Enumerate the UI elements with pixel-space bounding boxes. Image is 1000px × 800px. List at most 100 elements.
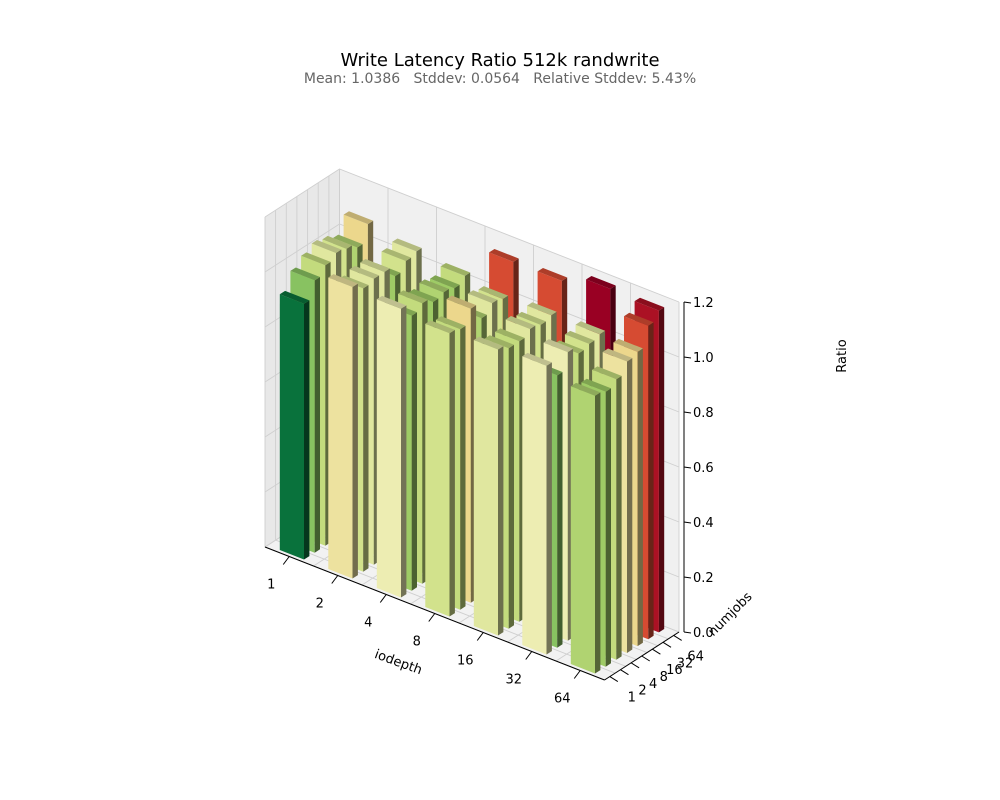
- bar-top-face: [279, 290, 310, 304]
- z-tick: [683, 521, 692, 524]
- bar-top-face: [343, 211, 374, 225]
- bar-top-face: [495, 328, 525, 342]
- bar-top-face: [467, 290, 498, 304]
- bar-top-face: [516, 311, 546, 325]
- bar-top-face: [505, 316, 536, 329]
- x-tick-label: 1: [267, 578, 275, 593]
- bar: [279, 290, 310, 560]
- bar-top-face: [301, 252, 331, 266]
- z-tick-label: 1.2: [693, 296, 714, 311]
- bar-side-face: [605, 388, 611, 667]
- bar-side-face: [498, 346, 504, 636]
- bar-top-face: [360, 259, 390, 272]
- x-tick-label: 32: [505, 673, 522, 688]
- bar-front-face: [328, 277, 353, 579]
- bar-top-face: [338, 275, 369, 289]
- z-tick-label: 0.4: [693, 516, 714, 531]
- bar-side-face: [363, 285, 369, 572]
- y-axis-label: numjobs: [706, 589, 756, 639]
- bar-top-face: [537, 268, 568, 281]
- x-tick-label: 16: [457, 654, 474, 669]
- bar-top-face: [602, 348, 633, 362]
- y-tick: [673, 635, 682, 641]
- bar-side-face: [658, 307, 665, 633]
- bar-top-face: [290, 267, 320, 281]
- z-tick: [683, 466, 692, 469]
- bar-side-face: [616, 375, 622, 660]
- x-tick-label: 2: [316, 597, 324, 612]
- x-axis-label: iodepth: [372, 647, 424, 678]
- x-tick: [428, 613, 436, 622]
- bar-top-face: [398, 290, 428, 304]
- bar-top-face: [408, 289, 439, 302]
- bar-top-face: [376, 295, 407, 309]
- bar-top-face: [634, 297, 665, 311]
- bar: [376, 295, 407, 598]
- x-tick: [379, 594, 387, 603]
- chart-title: Write Latency Ratio 512k randwrite: [340, 50, 660, 71]
- bar-top-face: [592, 366, 622, 380]
- z-tick: [683, 576, 692, 579]
- z-tick-label: 1.0: [693, 351, 714, 366]
- bar-top-face: [419, 279, 449, 293]
- bar-top-face: [613, 338, 643, 352]
- bar-side-face: [627, 358, 633, 653]
- bar-top-face: [478, 286, 509, 299]
- bar-side-face: [449, 329, 455, 617]
- y-tick: [630, 662, 640, 669]
- bar-top-face: [570, 382, 601, 396]
- bar-top-face: [430, 275, 460, 289]
- bar-side-face: [546, 362, 552, 655]
- bar-side-face: [411, 312, 417, 591]
- y-tick-label: 16: [666, 663, 683, 678]
- bar: [570, 382, 601, 674]
- y-tick: [641, 655, 651, 662]
- z-tick-label: 0.2: [693, 571, 714, 586]
- y-tick-label: 32: [677, 656, 694, 671]
- bar-side-face: [508, 344, 514, 629]
- bar-side-face: [595, 392, 601, 674]
- bar-top-face: [581, 378, 611, 392]
- bar-top-face: [489, 249, 519, 262]
- bar-top-face: [522, 352, 552, 366]
- bar-side-face: [314, 277, 320, 553]
- z-axis-label: Ratio: [835, 339, 850, 372]
- y-tick-label: 2: [638, 684, 646, 699]
- z-tick: [683, 411, 692, 414]
- bar-top-face: [392, 238, 422, 252]
- x-tick: [331, 575, 339, 584]
- x-tick: [525, 651, 533, 660]
- y-tick-label: 1: [628, 691, 636, 706]
- bar-front-face: [570, 386, 595, 674]
- bar-top-face: [624, 312, 654, 326]
- y-tick: [609, 676, 619, 682]
- x-tick-label: 8: [413, 635, 421, 650]
- bar-top-face: [575, 321, 606, 335]
- z-tick-label: 0.6: [693, 461, 714, 476]
- bar-side-face: [352, 283, 358, 579]
- z-tick: [683, 356, 692, 359]
- bar-side-face: [460, 325, 466, 610]
- bar-top-face: [446, 295, 477, 309]
- bar-top-face: [484, 335, 514, 349]
- z-tick: [683, 301, 692, 304]
- bar-front-face: [279, 294, 304, 560]
- bar-side-face: [401, 305, 407, 598]
- bar-top-face: [328, 274, 358, 287]
- bar-front-face: [473, 340, 498, 636]
- bar-front-face: [425, 323, 450, 617]
- bar-top-face: [311, 240, 342, 253]
- bar-side-face: [637, 348, 643, 647]
- x-tick: [282, 556, 290, 565]
- bar-top-face: [322, 235, 352, 249]
- x-tick-label: 64: [554, 692, 571, 707]
- bar-top-face: [349, 265, 380, 279]
- bar-top-face: [435, 316, 466, 330]
- y-tick: [620, 669, 629, 676]
- y-tick: [652, 648, 661, 655]
- bars: [279, 211, 665, 674]
- y-tick-label: 64: [687, 649, 704, 664]
- bar-side-face: [304, 300, 310, 560]
- bar-side-face: [557, 372, 563, 648]
